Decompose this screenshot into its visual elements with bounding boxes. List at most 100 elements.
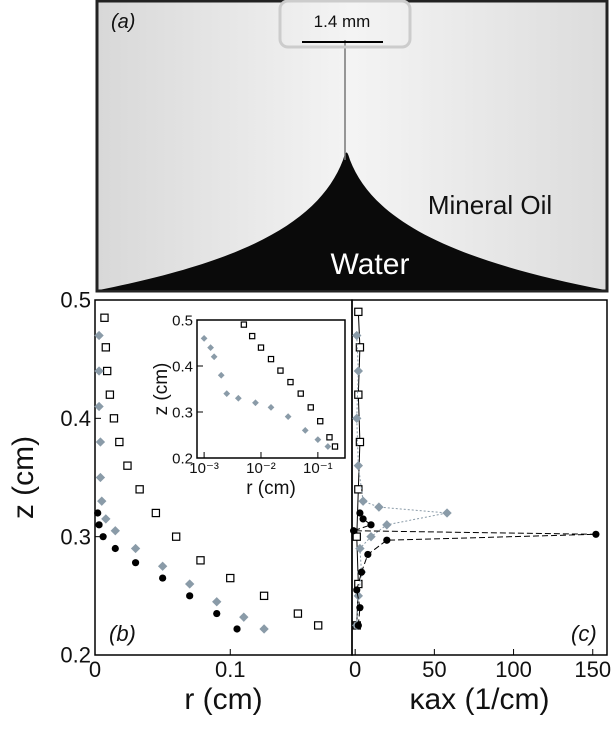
chart: 0 0.1 0.2 0.3 0.4 0.5 r (cm) z (cm) (b) [7,288,353,716]
x-axis-label: r (cm) [246,478,296,499]
point [284,413,292,420]
point [200,335,208,342]
point [207,344,214,351]
point [99,533,107,541]
point [301,427,309,434]
point [352,532,361,541]
x-tick-label: 150 [574,657,611,682]
x-tick-label: 0.1 [215,657,246,682]
point [196,556,205,565]
point [353,460,364,471]
x-tick-label: 0 [89,657,101,682]
point [374,502,384,512]
point [259,591,269,601]
point [352,413,362,424]
chart: 0 50 100 150 κax (1/cm) (c) [349,299,611,716]
point [210,353,218,361]
point [110,526,120,536]
point [135,485,144,494]
point [324,443,332,450]
point [314,436,322,443]
photo: (a) 1.4 mm Mineral Oil Water [95,0,609,293]
point [101,343,111,352]
point [353,586,361,594]
y-tick-label: 0.4 [172,358,193,375]
y-axis-label: z (cm) [7,436,40,519]
point [239,612,249,622]
point [277,367,284,374]
series-line [356,335,448,626]
point [354,621,362,630]
plot-frame [196,319,346,459]
panel-label: (c) [571,621,597,646]
point [331,443,339,450]
x-axis-label: κax (1/cm) [409,683,549,716]
point [130,543,141,554]
point [100,313,109,322]
series-line [353,512,596,626]
x-tick-label: 10⁻² [246,460,276,477]
x-tick-label: 50 [422,657,446,682]
point [355,437,365,447]
point [101,514,111,524]
point [359,515,367,523]
point [234,394,242,402]
point [349,527,358,535]
point [592,530,600,538]
point [366,531,376,542]
point [115,437,124,447]
point [355,343,365,352]
point [212,597,222,607]
point [233,625,241,633]
y-tick-label: 0.3 [172,404,193,421]
point [186,592,194,600]
scale-label: 1.4 mm [314,12,371,31]
point [257,344,265,351]
x-axis-label: r (cm) [184,683,262,716]
point [297,390,304,397]
panel-label: (a) [111,11,135,33]
point [95,472,106,483]
point [326,434,333,441]
point [159,574,167,582]
capillary [278,0,412,49]
point [95,437,106,447]
x-tick-label: 10⁻³ [189,460,219,477]
point [367,521,375,529]
point [352,330,362,341]
point [353,591,364,601]
point [185,579,195,589]
point [157,561,168,571]
point [358,496,368,506]
y-tick-label: 0.5 [172,312,193,329]
point [105,390,115,399]
point [317,418,324,425]
point [287,378,294,386]
point [131,559,140,567]
y-tick-label: 0.3 [60,524,91,549]
point [357,568,366,576]
panel-label: (b) [109,621,136,646]
point [123,461,132,470]
point [354,307,363,317]
point [364,550,372,559]
y-axis-label: z (cm) [151,363,172,416]
point [109,414,119,423]
water-label: Water [331,248,410,281]
point [442,508,452,518]
point [240,321,248,328]
plot-frame [351,299,608,656]
x-tick-label: 10⁻¹ [303,460,333,477]
point [356,604,364,612]
point [355,543,365,554]
point [293,609,303,618]
point [94,509,102,517]
point [94,330,104,341]
point [213,609,221,618]
point [223,390,231,397]
y-tick-label: 0.2 [172,450,193,467]
y-tick-label: 0.2 [60,643,91,668]
point [356,509,364,517]
